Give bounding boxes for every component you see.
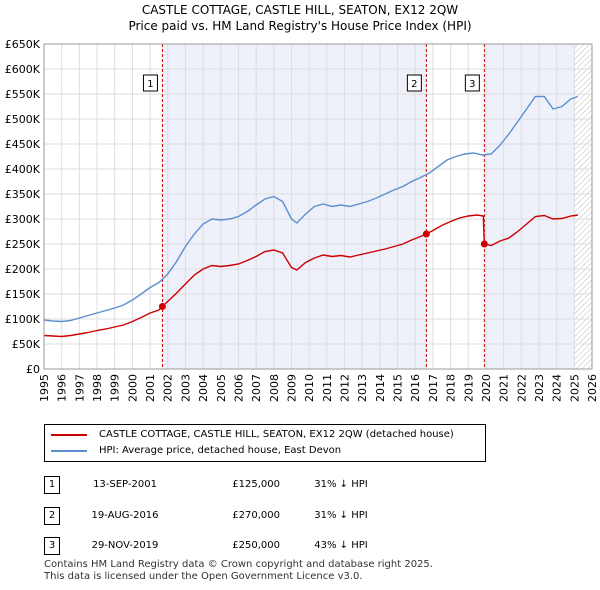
transaction-label-box	[142, 74, 158, 92]
table-row: 1 13-SEP-2001 £125,000 31% ↓ HPI	[0, 476, 600, 496]
transaction-price: £250,000	[232, 540, 280, 551]
x-tick-label: 2001	[144, 374, 157, 402]
transaction-hpi-diff: 31% ↓ HPI	[314, 479, 368, 490]
forecast-hatch	[574, 44, 592, 369]
x-tick-label: 2006	[232, 374, 245, 402]
x-tick-label: 2014	[374, 374, 387, 402]
y-tick-label: £500K	[5, 113, 41, 126]
x-tick-label: 2005	[215, 374, 228, 402]
x-tick-label: 2002	[162, 374, 175, 402]
legend-label-hpi: HPI: Average price, detached house, East…	[99, 445, 342, 456]
plot-border	[43, 43, 593, 370]
table-row: 3 29-NOV-2019 £250,000 43% ↓ HPI	[0, 537, 600, 557]
x-tick-label: 2018	[445, 374, 458, 402]
x-tick-label: 2021	[498, 374, 511, 402]
x-tick-label: 2024	[551, 374, 564, 402]
transaction-hpi-diff: 31% ↓ HPI	[314, 510, 368, 521]
ownership-period-band	[162, 44, 427, 369]
ownership-period-band	[484, 44, 575, 369]
y-tick-label: £300K	[5, 213, 41, 226]
x-tick-label: 1997	[73, 374, 86, 402]
transaction-label-box	[464, 74, 480, 92]
transaction-point	[422, 230, 430, 238]
transaction-date: 29-NOV-2019	[91, 540, 159, 551]
x-tick-label: 1999	[109, 374, 122, 402]
transaction-label: 2	[411, 79, 417, 90]
transaction-price: £270,000	[232, 510, 280, 521]
x-tick-label: 2016	[409, 374, 422, 402]
x-tick-label: 2026	[586, 374, 599, 402]
footer-copyright: Contains HM Land Registry data © Crown c…	[44, 559, 433, 570]
y-tick-label: £450K	[5, 138, 41, 151]
y-tick-label: £200K	[5, 263, 41, 276]
legend: CASTLE COTTAGE, CASTLE HILL, SEATON, EX1…	[44, 424, 486, 462]
x-tick-label: 2012	[339, 374, 352, 402]
price-chart: £0 £50K £100K £150K £200K £250K £300K £350K £400…	[5, 38, 599, 402]
chart-title: CASTLE COTTAGE, CASTLE HILL, SEATON, EX1…	[141, 3, 459, 17]
y-tick-label: £600K	[5, 63, 41, 76]
y-tick-label: £250K	[5, 238, 41, 251]
y-tick-label: £650K	[5, 38, 41, 51]
x-tick-label: 1995	[38, 374, 51, 402]
y-tick-label: £550K	[5, 88, 41, 101]
x-tick-label: 2025	[568, 374, 581, 402]
transaction-date: 13-SEP-2001	[93, 479, 157, 490]
transaction-number: 2	[44, 507, 60, 525]
x-tick-label: 2009	[285, 374, 298, 402]
x-tick-label: 2010	[303, 374, 316, 402]
transaction-date: 19-AUG-2016	[91, 510, 159, 521]
y-tick-label: £400K	[5, 163, 41, 176]
x-tick-label: 2020	[480, 374, 493, 402]
transaction-label: 3	[469, 79, 475, 90]
chart-subtitle: Price paid vs. HM Land Registry's House …	[128, 19, 472, 33]
x-tick-label: 2000	[126, 374, 139, 402]
x-tick-label: 2008	[268, 374, 281, 402]
table-row: 2 19-AUG-2016 £270,000 31% ↓ HPI	[0, 507, 600, 527]
transaction-number: 3	[44, 537, 60, 555]
y-tick-label: £100K	[5, 313, 41, 326]
x-tick-label: 1996	[56, 374, 69, 402]
y-tick-label: £50K	[12, 338, 41, 351]
legend-swatch-property	[51, 434, 87, 436]
transaction-label: 1	[147, 79, 153, 90]
x-tick-label: 1998	[91, 374, 104, 402]
x-tick-label: 2022	[515, 374, 528, 402]
x-tick-label: 2015	[392, 374, 405, 402]
x-tick-label: 2003	[179, 374, 192, 402]
x-tick-label: 2017	[427, 374, 440, 402]
footer-licence: This data is licensed under the Open Gov…	[44, 571, 363, 582]
x-tick-label: 2019	[462, 374, 475, 402]
x-tick-label: 2013	[356, 374, 369, 402]
y-tick-label: £150K	[5, 288, 41, 301]
transaction-label-box	[406, 74, 422, 92]
x-tick-label: 2007	[250, 374, 263, 402]
transaction-price: £125,000	[232, 479, 280, 490]
x-tick-label: 2011	[321, 374, 334, 402]
legend-swatch-hpi	[51, 450, 87, 452]
x-tick-label: 2023	[533, 374, 546, 402]
legend-label-property: CASTLE COTTAGE, CASTLE HILL, SEATON, EX1…	[99, 429, 454, 440]
transaction-point	[480, 240, 488, 248]
x-tick-label: 2004	[197, 374, 210, 402]
transaction-number: 1	[44, 476, 60, 494]
transaction-hpi-diff: 43% ↓ HPI	[314, 540, 368, 551]
y-tick-label: £0	[26, 363, 40, 376]
series-line-hpi	[43, 95, 579, 323]
transaction-point	[158, 303, 166, 310]
y-tick-label: £350K	[5, 188, 41, 201]
